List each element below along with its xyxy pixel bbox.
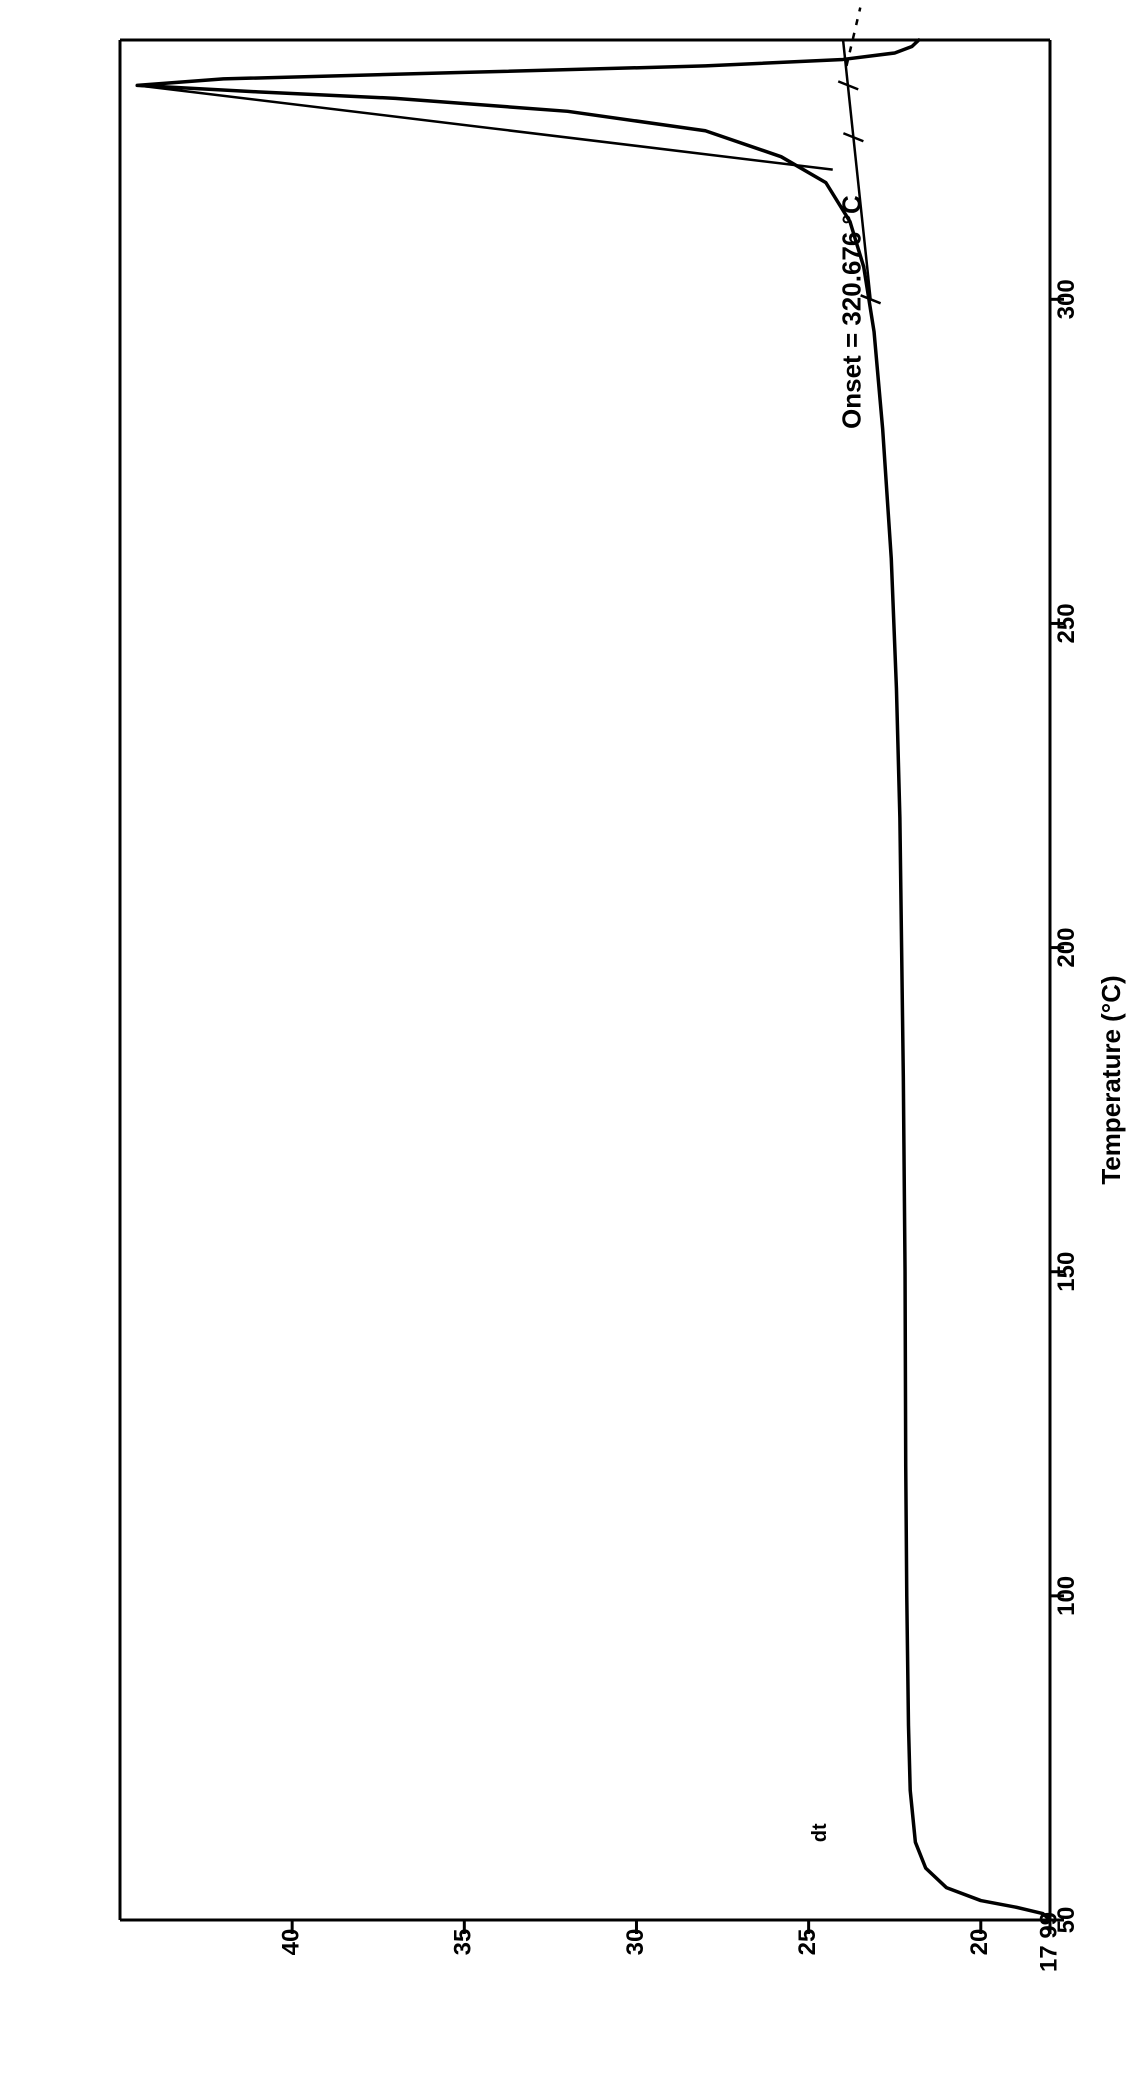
x-tick-label: 100 [1053, 1576, 1080, 1616]
x-tick-label: 200 [1053, 928, 1080, 968]
x-tick-label: 150 [1053, 1252, 1080, 1292]
onset-annotation: Onset = 320.676 °C [836, 195, 866, 429]
chart-svg: 50100150200250300Temperature (°C)17 9920… [0, 0, 1143, 2080]
y-tick-label: 35 [450, 1929, 477, 1956]
y-tick-label: 30 [622, 1929, 649, 1956]
x-axis-label: Temperature (°C) [1096, 975, 1126, 1184]
x-tick-label: 250 [1053, 603, 1080, 643]
peak-tangent [137, 85, 833, 169]
y-tick-label: 20 [966, 1929, 993, 1956]
dt-label: dt [809, 1823, 831, 1842]
y-tick-label: 25 [794, 1929, 821, 1956]
y-tick-label: 40 [278, 1929, 305, 1956]
dsc-chart: 50100150200250300Temperature (°C)17 9920… [0, 0, 1143, 2080]
dsc-curve [137, 40, 1050, 1920]
x-tick-label: 300 [1053, 279, 1080, 319]
